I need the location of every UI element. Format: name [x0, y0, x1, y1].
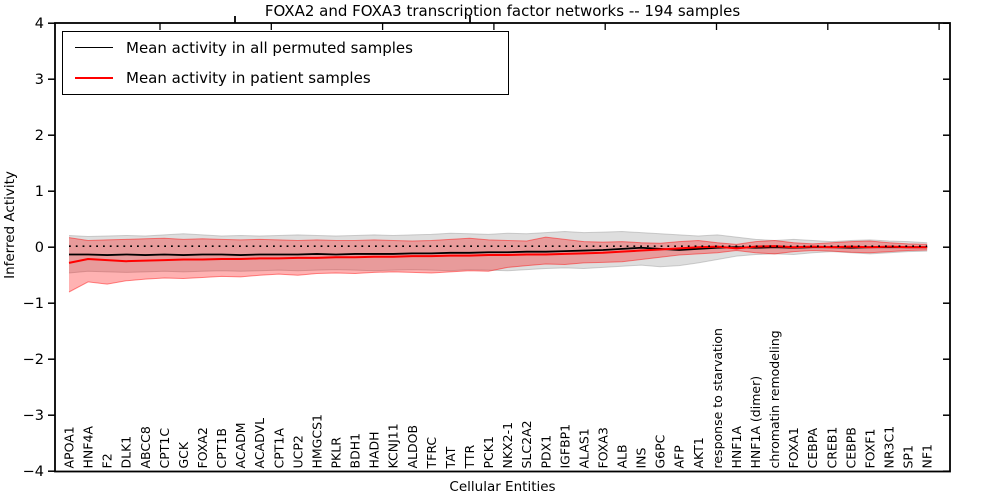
- x-tick-label: ACADVL: [252, 418, 267, 469]
- legend-line-black-icon: [75, 47, 113, 49]
- x-tick-label: SLC2A2: [519, 420, 534, 468]
- x-tick-label: G6PC: [653, 434, 668, 468]
- x-tick-label: TAT: [443, 446, 458, 469]
- x-tick-label: SP1: [901, 445, 916, 468]
- y-tick-label: −2: [23, 352, 44, 368]
- x-tick-label: ALAS1: [576, 428, 591, 468]
- x-tick-label: INS: [634, 447, 649, 468]
- x-tick-label: CEBPB: [843, 427, 858, 468]
- x-tick-label: UCP2: [290, 435, 305, 468]
- x-tick-label: DLK1: [119, 436, 134, 469]
- permuted-band-upper-edge: [68, 231, 928, 244]
- legend-item-patient: Mean activity in patient samples: [63, 64, 508, 93]
- x-tick-label: ALB: [615, 444, 630, 468]
- legend: Mean activity in all permuted samples Me…: [62, 31, 509, 95]
- x-tick-label: PKLR: [328, 437, 343, 469]
- x-tick-label: CEBPA: [805, 428, 820, 469]
- x-tick-label: chromatin remodeling: [767, 330, 782, 468]
- x-tick-label: HNF1A (dimer): [748, 376, 763, 469]
- y-tick-label: 3: [35, 72, 44, 88]
- legend-item-permuted: Mean activity in all permuted samples: [63, 33, 508, 62]
- y-tick-label: 1: [35, 184, 44, 200]
- x-tick-label: F2: [100, 453, 115, 468]
- x-tick-label: FOXA3: [595, 427, 610, 468]
- x-tick-label: AKT1: [691, 437, 706, 468]
- patient-band-fill: [69, 237, 928, 292]
- legend-line-red-icon: [75, 77, 113, 80]
- x-tick-label: CPT1B: [214, 428, 229, 468]
- x-tick-label: CREB1: [824, 427, 839, 469]
- y-tick-label: −1: [23, 296, 44, 312]
- y-tick-label: −4: [23, 464, 44, 480]
- x-tick-label: AFP: [672, 445, 687, 469]
- x-tick-label: response to starvation: [710, 328, 725, 469]
- x-tick-label: TFRC: [424, 437, 439, 470]
- y-axis-label: Inferred Activity: [2, 171, 18, 279]
- patient-band-lower-edge: [68, 249, 928, 293]
- x-tick-label: ALDOB: [405, 425, 420, 469]
- x-tick-label: IGFBP1: [557, 424, 572, 469]
- legend-label-permuted: Mean activity in all permuted samples: [126, 38, 413, 57]
- x-tick-label: FOXA1: [786, 427, 801, 468]
- x-axis-label: Cellular Entities: [449, 479, 556, 495]
- x-tick-label: HMGCS1: [309, 414, 324, 469]
- x-tick-label: CPT1A: [271, 428, 286, 469]
- x-tick-label: FOXF1: [862, 429, 877, 469]
- permuted-band-lower-edge: [68, 250, 928, 274]
- x-tick-label: BDH1: [348, 433, 363, 469]
- x-tick-label: NF1: [920, 444, 935, 469]
- x-tick-label: GCK: [176, 441, 191, 468]
- legend-label-patient: Mean activity in patient samples: [126, 69, 371, 88]
- x-tick-label: ACADM: [233, 422, 248, 468]
- chart-title: FOXA2 and FOXA3 transcription factor net…: [264, 2, 741, 20]
- x-tick-label: HNF4A: [81, 426, 96, 469]
- y-tick-label: −3: [23, 408, 44, 424]
- y-tick-label: 4: [35, 16, 44, 32]
- y-tick-label: 0: [35, 240, 44, 256]
- x-tick-label: PDX1: [538, 435, 553, 469]
- x-tick-label: APOA1: [62, 426, 77, 468]
- x-tick-label: HNF1A: [729, 426, 744, 469]
- x-tick-label: ABCC8: [138, 426, 153, 468]
- x-tick-label: FOXA2: [195, 427, 210, 468]
- x-tick-label: NKX2-1: [500, 422, 515, 469]
- x-tick-label: NR3C1: [882, 426, 897, 469]
- patient-band-upper-edge: [68, 236, 928, 245]
- x-tick-label: PCK1: [481, 436, 496, 468]
- x-tick-label: TTR: [462, 444, 477, 469]
- x-tick-label: KCNJ11: [386, 423, 401, 468]
- x-tick-label: HADH: [367, 432, 382, 469]
- y-tick-label: 2: [35, 128, 44, 144]
- x-tick-label: CPT1C: [157, 428, 172, 469]
